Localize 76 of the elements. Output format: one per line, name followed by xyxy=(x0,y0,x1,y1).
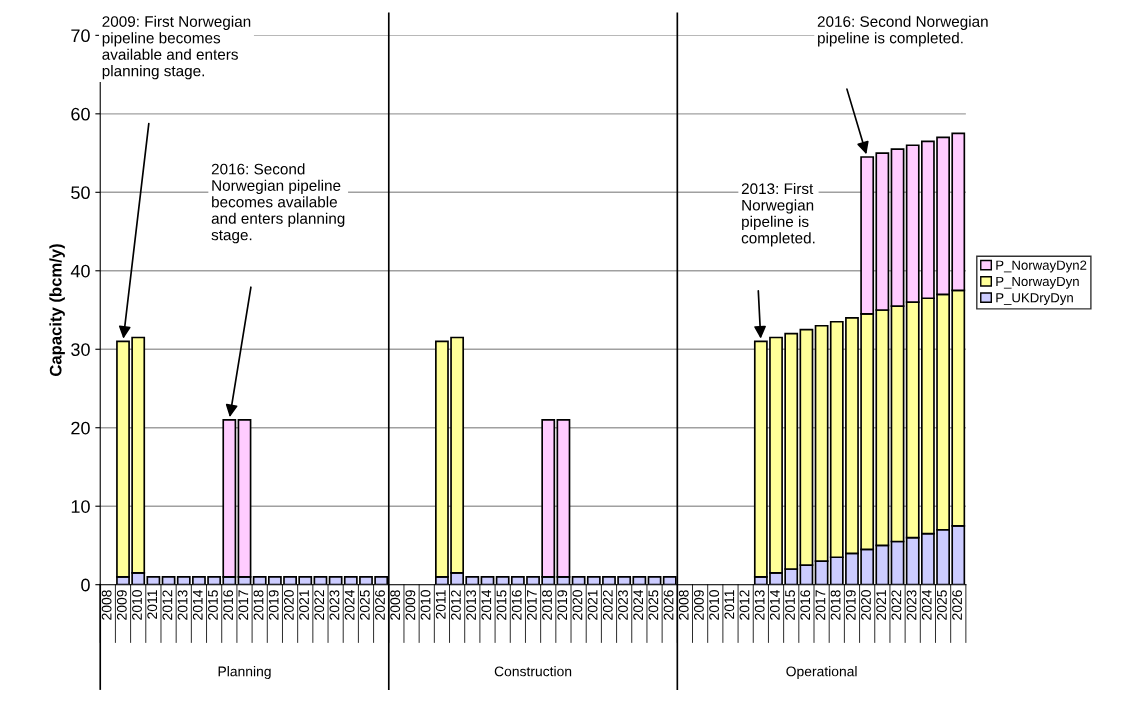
y-tick-label: 0 xyxy=(81,578,90,592)
text: Operational xyxy=(786,666,857,680)
y-tick-label: 10 xyxy=(71,500,90,513)
x-tick-label: 2026 xyxy=(952,590,963,620)
x-tick-label: 2014 xyxy=(192,589,203,620)
x-tick-label: 2023 xyxy=(906,590,917,620)
x-tick-label: 2017 xyxy=(526,590,537,620)
x-tick-label: 2018 xyxy=(253,590,264,620)
x-tick-label: 2022 xyxy=(602,590,613,620)
x-tick-label: 2008 xyxy=(390,590,401,620)
y-tick-label: 50 xyxy=(71,186,90,200)
x-tick-label: 2012 xyxy=(451,590,461,620)
x-tick-label: 2021 xyxy=(876,590,887,620)
x-tick-label: 2008 xyxy=(678,590,689,620)
y-tick-label: 20 xyxy=(71,421,90,435)
x-tick-label: 2011 xyxy=(147,590,158,619)
y-tick-label: 40 xyxy=(70,264,90,278)
annotation: 2013: First Norwegian pipeline is completed. xyxy=(741,182,815,247)
x-tick-label: 2015 xyxy=(785,590,795,620)
x-tick-label: 2013 xyxy=(754,590,765,620)
x-tick-label: 2016 xyxy=(800,590,811,620)
x-tick-label: 2024 xyxy=(921,589,932,620)
x-tick-label: 2019 xyxy=(268,590,279,620)
x-tick-label: 2010 xyxy=(132,590,142,620)
x-tick-label: 2009 xyxy=(694,590,704,620)
annotation: 2016: Second Norwegian pipeline becomes available and enters planning stage. xyxy=(211,163,345,244)
x-tick-label: 2009 xyxy=(116,590,127,620)
x-tick-label: 2012 xyxy=(739,590,750,620)
x-tick-label: 2021 xyxy=(587,590,598,620)
legend-label: P_NorwayDyn2 xyxy=(996,260,1087,273)
x-tick-label: 2025 xyxy=(359,590,370,620)
x-tick-label: 2018 xyxy=(542,590,552,620)
x-tick-label: 2010 xyxy=(709,590,720,620)
x-tick-label: 2011 xyxy=(724,590,735,619)
y-tick-label: 60 xyxy=(71,107,90,121)
x-tick-label: 2016 xyxy=(511,590,522,620)
x-tick-label: 2008 xyxy=(101,590,112,620)
x-tick-label: 2015 xyxy=(208,590,218,620)
y-tick-label: 70 xyxy=(71,29,90,43)
x-tick-label: 2019 xyxy=(557,590,568,620)
x-tick-label: 2018 xyxy=(830,590,841,620)
x-tick-label: 2011 xyxy=(435,590,446,619)
x-tick-label: 2020 xyxy=(283,590,294,620)
x-tick-label: 2013 xyxy=(177,590,188,620)
x-tick-label: 2022 xyxy=(891,590,902,620)
x-tick-label: 2019 xyxy=(845,590,856,620)
annotation: 2016: Second Norwegian pipeline is completed. xyxy=(817,15,988,47)
x-tick-label: 2022 xyxy=(314,590,325,620)
y-tick-label: 30 xyxy=(71,343,90,356)
annotation: 2009: First Norwegian pipeline becomes available and enters planning stage. xyxy=(102,15,251,80)
x-tick-label: 2016 xyxy=(223,590,234,620)
x-tick-label: 2014 xyxy=(769,589,780,620)
y-axis-title: Capacity (bcm/y) xyxy=(49,244,65,377)
text: Construction xyxy=(494,666,572,677)
x-tick-label: 2009 xyxy=(405,590,416,620)
x-tick-label: 2010 xyxy=(420,590,431,620)
x-tick-label: 2012 xyxy=(162,590,173,620)
x-tick-label: 2024 xyxy=(633,589,644,620)
x-tick-label: 2025 xyxy=(936,590,947,620)
x-tick-label: 2024 xyxy=(344,589,355,620)
legend-label: P_NorwayDyn xyxy=(996,276,1079,289)
x-tick-label: 2013 xyxy=(466,590,477,620)
x-tick-label: 2017 xyxy=(238,590,249,620)
x-tick-label: 2020 xyxy=(572,590,583,620)
x-tick-label: 2014 xyxy=(481,589,492,620)
x-tick-label: 2021 xyxy=(299,590,309,620)
x-tick-label: 2026 xyxy=(375,590,385,620)
x-tick-label: 2020 xyxy=(861,590,871,620)
x-tick-label: 2026 xyxy=(663,590,674,620)
x-tick-label: 2025 xyxy=(648,590,659,620)
x-tick-label: 2023 xyxy=(329,590,340,620)
legend-label: P_UKDryDyn xyxy=(996,293,1073,305)
x-tick-label: 2017 xyxy=(815,590,826,620)
x-tick-label: 2023 xyxy=(618,590,628,620)
text: Planning xyxy=(218,666,271,680)
x-tick-label: 2015 xyxy=(496,590,507,620)
